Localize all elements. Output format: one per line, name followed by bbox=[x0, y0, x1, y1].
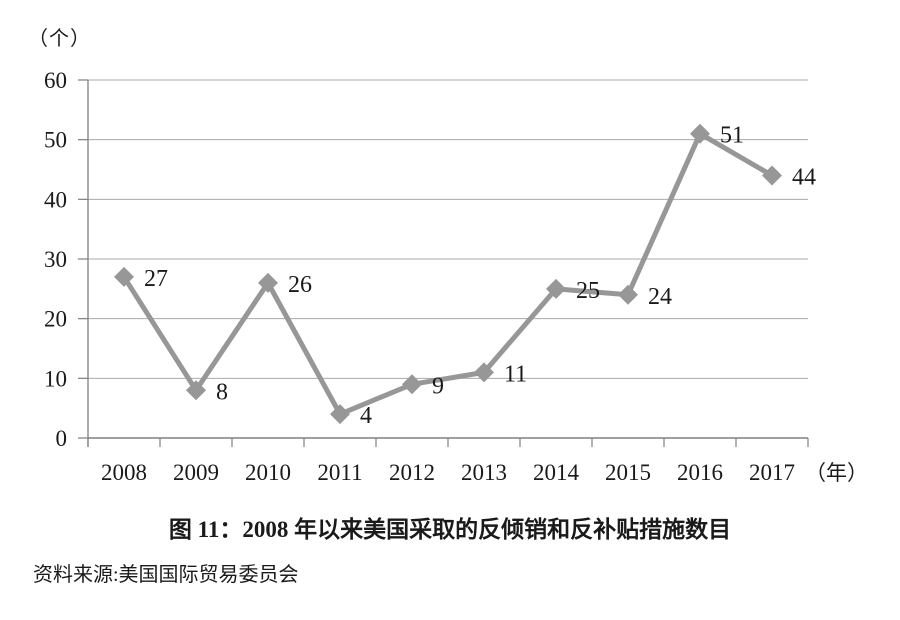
data-point-marker bbox=[114, 266, 134, 287]
y-axis-unit-label: （个） bbox=[28, 28, 91, 50]
data-series-line bbox=[121, 131, 775, 417]
chart-title: 图 11：2008 年以来美国采取的反倾销和反补贴措施数目 bbox=[168, 517, 732, 542]
x-tick-label: 2015 bbox=[605, 460, 651, 485]
y-tick-label: 60 bbox=[44, 68, 67, 93]
y-tick-label: 10 bbox=[44, 366, 67, 391]
y-tick-label: 0 bbox=[56, 426, 68, 451]
data-point-label: 9 bbox=[432, 373, 444, 399]
x-tick-label: 2017 bbox=[749, 460, 795, 485]
data-point-marker bbox=[618, 284, 638, 305]
x-axis-unit-label: （年） bbox=[805, 461, 868, 485]
data-point-label: 26 bbox=[288, 272, 312, 298]
y-tick-label: 50 bbox=[44, 128, 67, 153]
data-point-marker bbox=[546, 278, 566, 299]
data-point-label: 4 bbox=[360, 403, 372, 429]
x-tick-label: 2014 bbox=[533, 460, 580, 485]
data-point-label: 11 bbox=[504, 361, 527, 387]
data-point-label: 44 bbox=[792, 164, 816, 190]
y-tick-label: 30 bbox=[44, 247, 67, 272]
data-point-marker bbox=[762, 165, 782, 186]
data-point-marker bbox=[258, 272, 278, 293]
x-tick-label: 2010 bbox=[245, 460, 291, 485]
data-point-marker bbox=[690, 123, 710, 144]
line-chart: 0 10 20 30 40 50 60 2008 2009 2010 2011 2012 2013 201… bbox=[44, 68, 868, 485]
data-point-label: 27 bbox=[144, 266, 168, 292]
x-tick-label: 2012 bbox=[389, 460, 435, 485]
data-point-marker bbox=[474, 362, 494, 383]
x-tick-label: 2013 bbox=[461, 460, 507, 485]
y-tick-label: 20 bbox=[44, 307, 67, 332]
data-point-label: 51 bbox=[720, 123, 744, 149]
data-point-label: 24 bbox=[648, 284, 672, 310]
y-tick-label: 40 bbox=[44, 187, 67, 212]
x-tick-label: 2008 bbox=[101, 460, 147, 485]
data-point-marker bbox=[402, 374, 422, 395]
data-point-marker bbox=[186, 380, 206, 401]
data-point-marker bbox=[330, 404, 350, 425]
data-point-label: 25 bbox=[576, 278, 600, 304]
x-tick-label: 2016 bbox=[677, 460, 723, 485]
source-note: 资料来源:美国国际贸易委员会 bbox=[33, 564, 299, 586]
x-tick-label: 2011 bbox=[317, 460, 362, 485]
x-tick-label: 2009 bbox=[173, 460, 219, 485]
data-point-label: 8 bbox=[216, 379, 228, 405]
